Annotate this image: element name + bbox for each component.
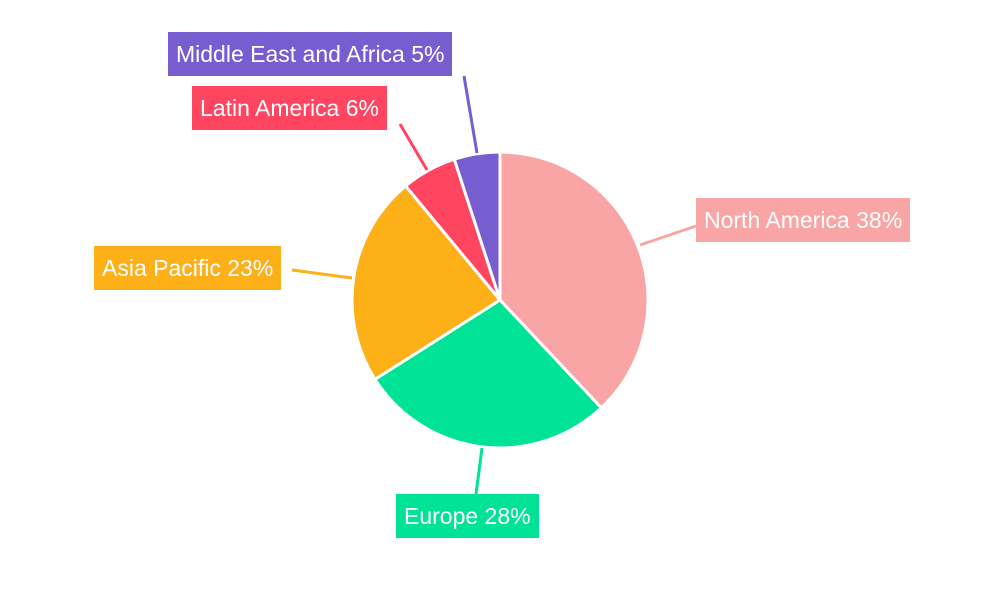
pie-slice-europe[interactable]: [372, 298, 604, 450]
leader-line: [474, 447, 484, 495]
leader-line: [398, 123, 429, 171]
pie-slice-middle-east-and-africa[interactable]: [452, 150, 502, 301]
pie-slice-asia-pacific[interactable]: [350, 183, 503, 382]
slice-label: Latin America 6%: [192, 86, 387, 130]
slice-label: Asia Pacific 23%: [94, 246, 282, 290]
pie-slice-north-america[interactable]: [498, 150, 650, 411]
leader-line: [462, 75, 479, 154]
slice-label: North America 38%: [696, 198, 911, 242]
leader-line: [291, 268, 353, 280]
slice-label: Europe 28%: [396, 494, 539, 538]
leader-line: [639, 224, 697, 247]
slice-label: Middle East and Africa 5%: [168, 32, 453, 76]
